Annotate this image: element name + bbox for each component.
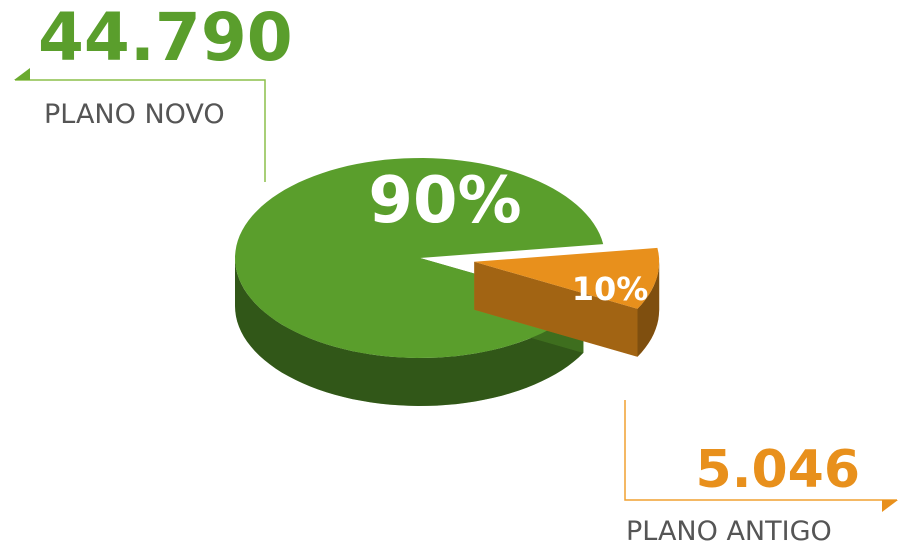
count-label: 44.790 [38, 0, 293, 76]
slice-side-shade [637, 261, 660, 357]
slice-face [474, 261, 638, 357]
category-label: PLANO ANTIGO [626, 516, 832, 547]
slice-top [474, 247, 660, 309]
value-label: 90% [368, 164, 521, 238]
count-label: 5.046 [696, 440, 860, 500]
callout-line [624, 400, 897, 501]
callout-arrow [882, 500, 898, 512]
callout-arrow [14, 68, 30, 80]
category-label: PLANO NOVO [44, 99, 225, 130]
callout-line [15, 79, 266, 182]
slice-side-shade [235, 258, 584, 406]
value-label: 10% [572, 270, 649, 308]
slice-side [235, 258, 584, 406]
slice-face-shade [474, 261, 638, 357]
slice-side [637, 261, 660, 357]
